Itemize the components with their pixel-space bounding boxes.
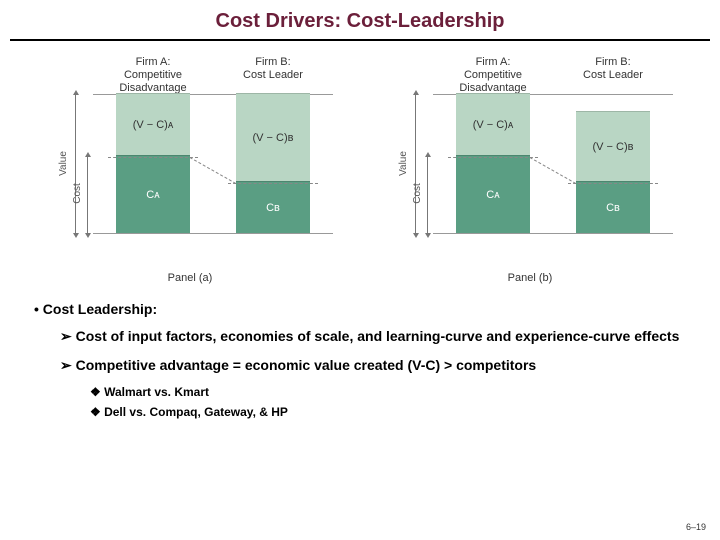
value-axis-label: Value: [398, 151, 409, 176]
c-segment: Cʙ: [236, 181, 310, 233]
vc-segment: (V − C)ᴀ: [116, 93, 190, 155]
value-axis-label: Value: [58, 151, 69, 176]
content-area: Cost Leadership: Cost of input factors, …: [0, 289, 720, 419]
dash-level: [108, 157, 198, 158]
bullet-example-1: Walmart vs. Kmart: [30, 385, 690, 399]
cost-axis-label: Cost: [412, 183, 423, 204]
bullet-heading: Cost Leadership:: [30, 301, 690, 317]
panel-a: Firm A:CompetitiveDisadvantage Firm B:Co…: [45, 56, 335, 284]
cost-axis-label: Cost: [72, 183, 83, 204]
bullet-example-2: Dell vs. Compaq, Gateway, & HP: [30, 405, 690, 419]
c-segment: Cᴀ: [456, 155, 530, 233]
panel-b-firm-a-label: Firm A:CompetitiveDisadvantage: [433, 56, 553, 96]
bullet-sub-1: Cost of input factors, economies of scal…: [30, 327, 690, 346]
value-axis-arrow: [75, 94, 85, 234]
c-segment: Cᴀ: [116, 155, 190, 233]
panel-a-firm-b-label: Firm B:Cost Leader: [213, 56, 333, 96]
firm-bar: (V − C)ʙCʙ: [236, 93, 310, 233]
dash-level: [568, 183, 658, 184]
vc-segment: (V − C)ʙ: [576, 111, 650, 181]
vc-segment: (V − C)ᴀ: [456, 93, 530, 155]
diagrams-container: Firm A:CompetitiveDisadvantage Firm B:Co…: [0, 41, 720, 289]
firm-bar: (V − C)ʙCʙ: [576, 111, 650, 233]
value-axis-arrow: [415, 94, 425, 234]
c-segment: Cʙ: [576, 181, 650, 233]
firm-bar: (V − C)ᴀCᴀ: [456, 93, 530, 233]
bullet-sub-2: Competitive advantage = economic value c…: [30, 356, 690, 375]
panel-b-caption: Panel (b): [385, 272, 675, 284]
page-title: Cost Drivers: Cost-Leadership: [10, 0, 710, 41]
dash-level: [448, 157, 538, 158]
firm-bar: (V − C)ᴀCᴀ: [116, 93, 190, 233]
dash-level: [228, 183, 318, 184]
panel-a-caption: Panel (a): [45, 272, 335, 284]
panel-b-firm-b-label: Firm B:Cost Leader: [553, 56, 673, 96]
panel-a-firm-a-label: Firm A:CompetitiveDisadvantage: [93, 56, 213, 96]
panel-b: Firm A:CompetitiveDisadvantage Firm B:Co…: [385, 56, 675, 284]
vc-segment: (V − C)ʙ: [236, 93, 310, 181]
page-number: 6–19: [686, 522, 706, 532]
